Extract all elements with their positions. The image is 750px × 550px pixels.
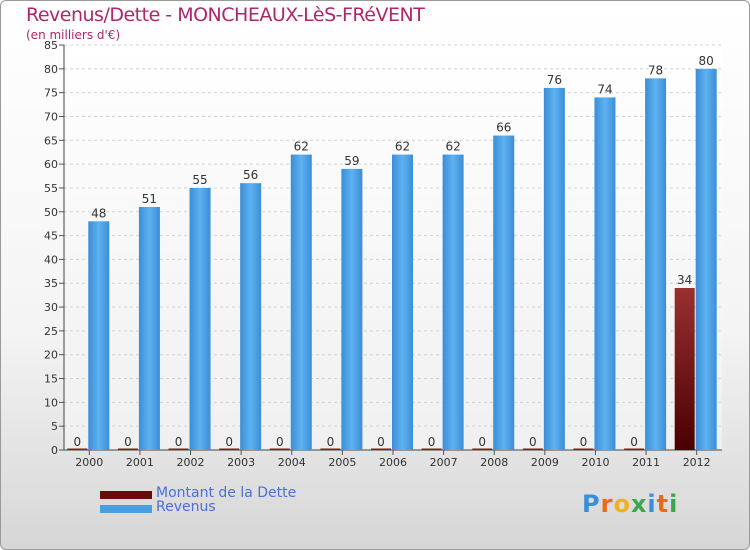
y-tick-label: 20 bbox=[44, 349, 58, 362]
bar-revenus bbox=[138, 207, 160, 450]
x-tick-label: 2010 bbox=[581, 456, 609, 469]
y-tick-label: 60 bbox=[44, 158, 58, 171]
x-tick-label: 2004 bbox=[278, 456, 306, 469]
bar-dette bbox=[219, 448, 240, 450]
data-label-dette: 0 bbox=[175, 435, 183, 449]
bar-dette bbox=[320, 448, 341, 450]
x-tick-label: 2009 bbox=[531, 456, 559, 469]
bar-revenus bbox=[645, 78, 667, 451]
bar-dette bbox=[674, 288, 695, 450]
y-tick-label: 70 bbox=[44, 110, 58, 123]
data-label-dette: 0 bbox=[276, 435, 284, 449]
data-label-revenus: 56 bbox=[243, 168, 258, 182]
y-tick-label: 55 bbox=[44, 182, 58, 195]
data-label-revenus: 76 bbox=[547, 73, 562, 87]
data-label-dette: 0 bbox=[428, 435, 436, 449]
y-tick-label: 25 bbox=[44, 325, 58, 338]
bar-dette bbox=[117, 448, 138, 450]
bar-revenus bbox=[88, 221, 110, 450]
bar-revenus bbox=[594, 97, 616, 450]
chart-title: Revenus/Dette - MONCHEAUX-LèS-FRéVENT bbox=[26, 4, 425, 26]
data-label-dette: 0 bbox=[327, 435, 335, 449]
logo-letter: i bbox=[647, 490, 657, 518]
y-tick-label: 75 bbox=[44, 87, 58, 100]
x-tick-label: 2001 bbox=[126, 456, 154, 469]
bar-revenus bbox=[290, 154, 312, 450]
data-label-dette: 0 bbox=[478, 435, 486, 449]
data-label-dette: 0 bbox=[225, 435, 233, 449]
x-tick-label: 2008 bbox=[480, 456, 508, 469]
y-tick-label: 0 bbox=[51, 444, 58, 457]
bar-revenus bbox=[493, 135, 515, 450]
y-tick-label: 5 bbox=[51, 420, 58, 433]
data-label-revenus: 51 bbox=[142, 192, 157, 206]
bar-revenus bbox=[341, 168, 363, 450]
y-tick-label: 80 bbox=[44, 63, 58, 76]
logo-letter: P bbox=[582, 490, 601, 518]
data-label-dette: 0 bbox=[630, 435, 638, 449]
data-label-revenus: 80 bbox=[699, 54, 714, 68]
x-tick-label: 2005 bbox=[328, 456, 356, 469]
bar-dette bbox=[168, 448, 189, 450]
bar-dette bbox=[472, 448, 493, 450]
x-tick-label: 2007 bbox=[430, 456, 458, 469]
data-label-dette: 0 bbox=[529, 435, 537, 449]
data-label-dette: 0 bbox=[580, 435, 588, 449]
proxiti-logo: Proxiti bbox=[582, 490, 678, 518]
x-tick-label: 2000 bbox=[75, 456, 103, 469]
data-label-revenus: 59 bbox=[344, 154, 359, 168]
data-label-revenus: 62 bbox=[445, 140, 460, 154]
data-label-revenus: 78 bbox=[648, 63, 663, 77]
x-tick-label: 2002 bbox=[177, 456, 205, 469]
data-label-revenus: 48 bbox=[91, 206, 106, 220]
y-tick-label: 40 bbox=[44, 253, 58, 266]
chart-subtitle: (en milliers d'€) bbox=[26, 28, 121, 42]
data-label-revenus: 55 bbox=[192, 173, 207, 187]
y-tick-label: 15 bbox=[44, 373, 58, 386]
data-label-revenus: 62 bbox=[395, 140, 410, 154]
bar-dette bbox=[67, 448, 88, 450]
x-tick-label: 2006 bbox=[379, 456, 407, 469]
legend-label-dette: Montant de la Dette bbox=[156, 485, 297, 501]
y-tick-label: 50 bbox=[44, 206, 58, 219]
data-label-revenus: 66 bbox=[496, 121, 511, 135]
bar-dette bbox=[421, 448, 442, 450]
data-label-dette: 34 bbox=[677, 273, 692, 287]
bar-dette bbox=[624, 448, 645, 450]
logo-letter: t bbox=[656, 490, 670, 518]
data-label-revenus: 62 bbox=[294, 140, 309, 154]
data-label-dette: 0 bbox=[73, 435, 81, 449]
logo-letter: o bbox=[613, 490, 631, 518]
bar-revenus bbox=[543, 87, 565, 450]
logo-letter: r bbox=[600, 490, 614, 518]
bar-revenus bbox=[392, 154, 413, 450]
bar-dette bbox=[371, 448, 391, 450]
legend-swatch-revenus bbox=[100, 505, 152, 513]
logo-letter: x bbox=[630, 490, 648, 518]
legend-label-revenus: Revenus bbox=[156, 499, 216, 515]
legend-swatch-dette bbox=[100, 491, 152, 499]
bar-revenus bbox=[189, 187, 211, 451]
data-label-dette: 0 bbox=[377, 435, 385, 449]
x-tick-label: 2012 bbox=[683, 456, 711, 469]
bar-dette bbox=[573, 448, 594, 450]
bar-revenus bbox=[240, 183, 262, 451]
x-tick-label: 2011 bbox=[632, 456, 660, 469]
x-tick-label: 2003 bbox=[227, 456, 255, 469]
data-label-dette: 0 bbox=[124, 435, 132, 449]
data-label-revenus: 74 bbox=[597, 82, 612, 96]
y-tick-label: 10 bbox=[44, 396, 58, 409]
y-tick-label: 85 bbox=[44, 39, 58, 52]
bar-dette bbox=[522, 448, 543, 450]
bar-revenus bbox=[695, 68, 717, 450]
bar-revenus bbox=[442, 154, 464, 450]
logo-letter: i bbox=[669, 490, 679, 518]
y-tick-label: 65 bbox=[44, 134, 58, 147]
y-tick-label: 30 bbox=[44, 301, 58, 314]
y-tick-label: 45 bbox=[44, 230, 58, 243]
y-tick-label: 35 bbox=[44, 277, 58, 290]
bar-dette bbox=[269, 448, 290, 450]
